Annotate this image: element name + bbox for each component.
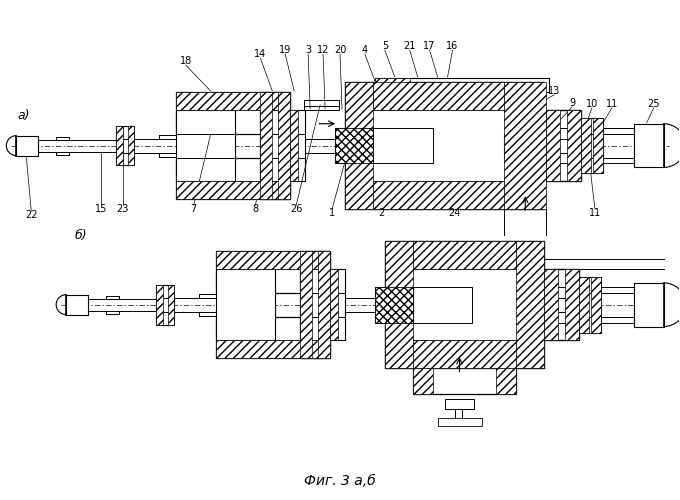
Bar bbox=[128, 126, 134, 166]
Bar bbox=[330, 269, 338, 340]
Bar bbox=[496, 368, 516, 394]
Bar bbox=[290, 110, 305, 182]
Text: 22: 22 bbox=[25, 210, 37, 220]
Bar bbox=[579, 277, 601, 332]
Bar bbox=[66, 294, 88, 314]
Text: 26: 26 bbox=[290, 204, 303, 214]
Bar bbox=[373, 82, 505, 110]
Bar bbox=[175, 182, 290, 200]
Bar bbox=[16, 136, 38, 156]
Bar bbox=[375, 287, 413, 322]
Text: Фиг. 3 а,б: Фиг. 3 а,б bbox=[304, 474, 376, 488]
Bar bbox=[175, 92, 290, 134]
Bar bbox=[581, 118, 591, 174]
Text: 14: 14 bbox=[254, 49, 267, 59]
Bar bbox=[375, 287, 413, 322]
Bar bbox=[413, 241, 516, 269]
Bar bbox=[516, 241, 544, 368]
Bar bbox=[593, 118, 603, 174]
Text: 5: 5 bbox=[381, 41, 388, 51]
Text: 11: 11 bbox=[589, 208, 601, 218]
Bar bbox=[413, 340, 516, 368]
Bar bbox=[579, 277, 589, 332]
Text: 9: 9 bbox=[569, 98, 575, 108]
Bar bbox=[216, 269, 275, 340]
Text: 20: 20 bbox=[334, 45, 346, 55]
Bar bbox=[565, 269, 579, 340]
Bar bbox=[335, 128, 373, 164]
Bar bbox=[505, 134, 546, 158]
Text: 15: 15 bbox=[95, 204, 107, 214]
Bar bbox=[375, 78, 549, 92]
Bar bbox=[335, 128, 373, 164]
Bar bbox=[385, 241, 413, 368]
Bar bbox=[413, 368, 516, 394]
Bar bbox=[300, 251, 312, 358]
Bar bbox=[375, 78, 410, 92]
Bar bbox=[373, 182, 505, 209]
Text: 7: 7 bbox=[190, 204, 197, 214]
Bar bbox=[216, 251, 330, 269]
Text: 16: 16 bbox=[446, 41, 459, 51]
Bar bbox=[634, 124, 664, 168]
Bar bbox=[373, 128, 432, 164]
Text: 24: 24 bbox=[448, 208, 461, 218]
Bar bbox=[413, 287, 473, 322]
Bar bbox=[216, 340, 330, 358]
Bar bbox=[216, 316, 330, 358]
Bar bbox=[260, 92, 290, 200]
Text: а): а) bbox=[17, 110, 29, 122]
Text: 21: 21 bbox=[403, 41, 416, 51]
Bar bbox=[544, 269, 558, 340]
Bar bbox=[505, 82, 546, 209]
Text: 1: 1 bbox=[329, 208, 335, 218]
Bar bbox=[546, 110, 581, 182]
Bar bbox=[413, 368, 432, 394]
Bar bbox=[290, 110, 298, 182]
Bar bbox=[278, 92, 290, 200]
Bar bbox=[168, 285, 173, 325]
Bar bbox=[175, 92, 290, 110]
Text: 17: 17 bbox=[424, 41, 436, 51]
Bar bbox=[156, 285, 173, 325]
Bar bbox=[318, 251, 330, 358]
Text: 12: 12 bbox=[317, 45, 329, 55]
Bar bbox=[304, 100, 339, 110]
Bar bbox=[156, 285, 163, 325]
Bar bbox=[581, 118, 603, 174]
Text: 4: 4 bbox=[362, 45, 368, 55]
Bar bbox=[345, 82, 373, 209]
Bar bbox=[385, 241, 544, 368]
Text: 19: 19 bbox=[279, 45, 291, 55]
Text: 3: 3 bbox=[305, 45, 311, 55]
Text: 10: 10 bbox=[586, 99, 598, 109]
Bar bbox=[116, 126, 134, 166]
Bar bbox=[438, 418, 482, 426]
Bar bbox=[330, 269, 345, 340]
Bar bbox=[260, 92, 272, 200]
Bar bbox=[567, 110, 581, 182]
Text: 25: 25 bbox=[647, 99, 660, 109]
Bar bbox=[175, 110, 235, 182]
Bar bbox=[175, 158, 290, 200]
Text: 13: 13 bbox=[548, 86, 560, 96]
Bar bbox=[634, 283, 664, 327]
Text: 8: 8 bbox=[252, 204, 258, 214]
Bar bbox=[445, 399, 475, 409]
Text: 11: 11 bbox=[606, 99, 618, 109]
Bar bbox=[546, 110, 560, 182]
Text: б): б) bbox=[75, 228, 87, 241]
Bar bbox=[544, 269, 579, 340]
Bar bbox=[300, 251, 330, 358]
Text: 2: 2 bbox=[379, 208, 385, 218]
Text: 18: 18 bbox=[180, 56, 192, 66]
Bar bbox=[345, 82, 544, 209]
Bar bbox=[591, 277, 601, 332]
Bar bbox=[216, 251, 330, 293]
Text: 23: 23 bbox=[117, 204, 129, 214]
Bar bbox=[116, 126, 123, 166]
